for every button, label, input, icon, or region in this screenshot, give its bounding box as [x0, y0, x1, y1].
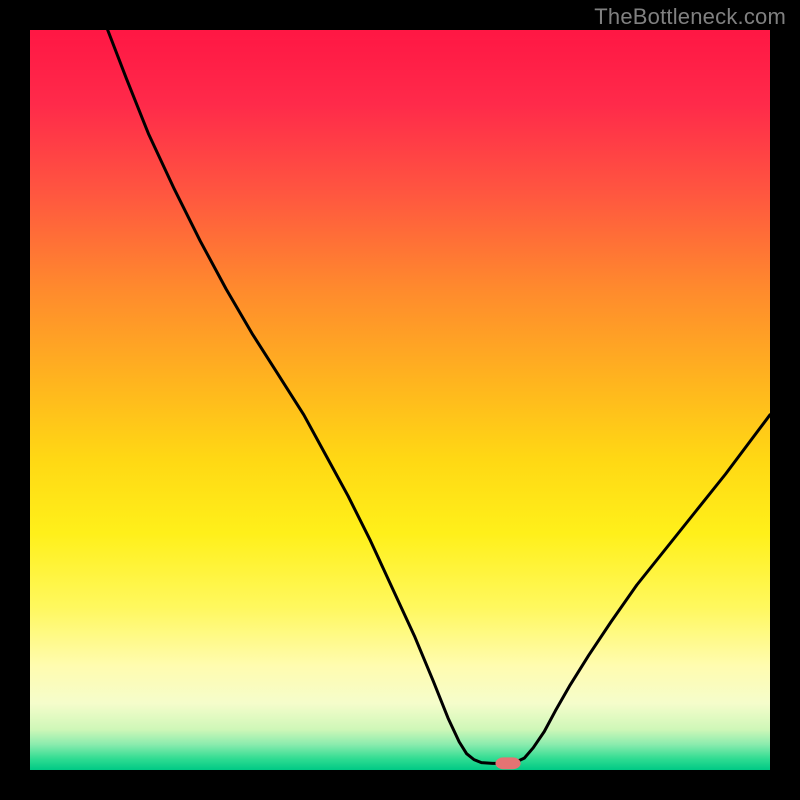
chart-gradient-area: [30, 30, 770, 770]
bottleneck-chart-svg: [0, 0, 800, 800]
watermark-text: TheBottleneck.com: [594, 4, 786, 30]
chart-stage: TheBottleneck.com: [0, 0, 800, 800]
optimum-marker: [495, 757, 520, 769]
